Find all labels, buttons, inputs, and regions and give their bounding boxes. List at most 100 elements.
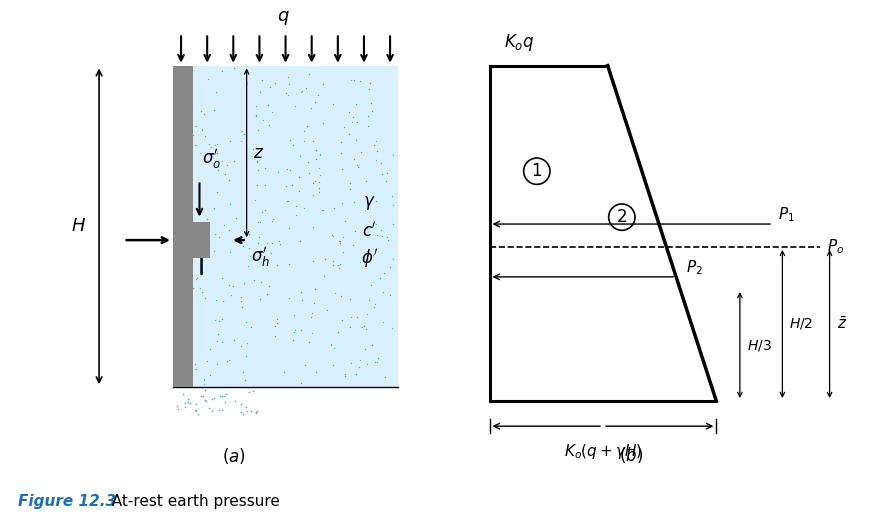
Point bbox=[333, 239, 347, 247]
Point bbox=[219, 390, 233, 399]
Point bbox=[248, 196, 262, 204]
Point bbox=[239, 352, 253, 360]
Point bbox=[318, 255, 332, 264]
Point bbox=[364, 341, 379, 349]
Point bbox=[342, 185, 356, 193]
Point bbox=[380, 233, 394, 241]
Point bbox=[175, 74, 189, 82]
Point bbox=[193, 106, 208, 115]
Point bbox=[241, 262, 255, 270]
Point bbox=[198, 386, 212, 394]
Point bbox=[258, 163, 273, 172]
Point bbox=[258, 181, 273, 189]
Point bbox=[189, 400, 203, 409]
Point bbox=[370, 230, 384, 239]
Point bbox=[372, 274, 387, 282]
Point bbox=[259, 239, 274, 247]
Point bbox=[233, 408, 248, 416]
Point bbox=[233, 292, 248, 301]
Point bbox=[190, 274, 204, 282]
Point bbox=[308, 368, 323, 376]
Point bbox=[197, 375, 211, 383]
Point bbox=[179, 328, 193, 337]
Point bbox=[341, 130, 356, 138]
Point bbox=[217, 221, 232, 230]
Point bbox=[189, 275, 203, 283]
Point bbox=[250, 158, 265, 167]
Point bbox=[299, 84, 314, 92]
Point bbox=[309, 146, 323, 155]
Point bbox=[277, 368, 291, 376]
Point bbox=[312, 188, 326, 196]
Bar bbox=[173, 66, 193, 387]
Point bbox=[198, 132, 212, 140]
Point bbox=[250, 239, 265, 247]
Point bbox=[350, 163, 364, 171]
Point bbox=[307, 98, 322, 106]
Point bbox=[208, 88, 223, 97]
Point bbox=[262, 121, 276, 129]
Point bbox=[176, 307, 190, 316]
Point bbox=[297, 126, 311, 135]
Point bbox=[332, 264, 347, 272]
Point bbox=[268, 79, 282, 87]
Point bbox=[298, 204, 312, 212]
Point bbox=[368, 358, 382, 366]
Point bbox=[236, 410, 250, 419]
Point bbox=[242, 230, 257, 239]
Point bbox=[344, 76, 358, 84]
Point bbox=[302, 338, 316, 346]
Point bbox=[251, 218, 266, 227]
Point bbox=[338, 217, 352, 226]
Point bbox=[324, 341, 339, 349]
Point bbox=[188, 360, 202, 368]
Point bbox=[195, 125, 209, 133]
Point bbox=[257, 206, 272, 215]
Point bbox=[386, 200, 400, 209]
Point bbox=[171, 370, 185, 378]
Point bbox=[218, 398, 233, 407]
Point bbox=[249, 101, 263, 110]
Point bbox=[384, 192, 398, 200]
Point bbox=[222, 356, 236, 364]
Point bbox=[210, 149, 225, 157]
Point bbox=[249, 112, 264, 121]
Point bbox=[383, 263, 397, 271]
Point bbox=[211, 166, 225, 174]
Point bbox=[176, 390, 190, 398]
Point bbox=[217, 170, 232, 179]
Point bbox=[345, 118, 359, 126]
Point bbox=[266, 217, 280, 226]
Point bbox=[295, 87, 309, 95]
Point bbox=[192, 148, 207, 157]
Point bbox=[250, 247, 265, 256]
Point bbox=[282, 294, 296, 302]
Point bbox=[192, 235, 207, 244]
Text: 2: 2 bbox=[617, 208, 627, 226]
Point bbox=[293, 152, 307, 161]
Point bbox=[215, 274, 229, 282]
Point bbox=[226, 156, 241, 164]
Point bbox=[367, 141, 381, 149]
Point bbox=[181, 331, 195, 340]
Point bbox=[216, 296, 230, 305]
Point bbox=[170, 191, 184, 199]
Point bbox=[375, 232, 389, 241]
Point bbox=[298, 361, 313, 369]
Text: $K_o q$: $K_o q$ bbox=[503, 32, 535, 53]
Point bbox=[359, 192, 373, 200]
Point bbox=[253, 88, 267, 97]
Point bbox=[227, 336, 241, 344]
Point bbox=[281, 196, 295, 205]
Point bbox=[344, 313, 358, 321]
Point bbox=[189, 365, 203, 373]
Point bbox=[316, 271, 331, 280]
Point bbox=[178, 318, 192, 327]
Text: $\gamma$: $\gamma$ bbox=[364, 194, 376, 212]
Point bbox=[244, 407, 258, 415]
Point bbox=[200, 397, 214, 405]
Point bbox=[175, 205, 189, 213]
Point bbox=[366, 303, 380, 311]
Point bbox=[182, 354, 196, 362]
Point bbox=[235, 127, 249, 136]
